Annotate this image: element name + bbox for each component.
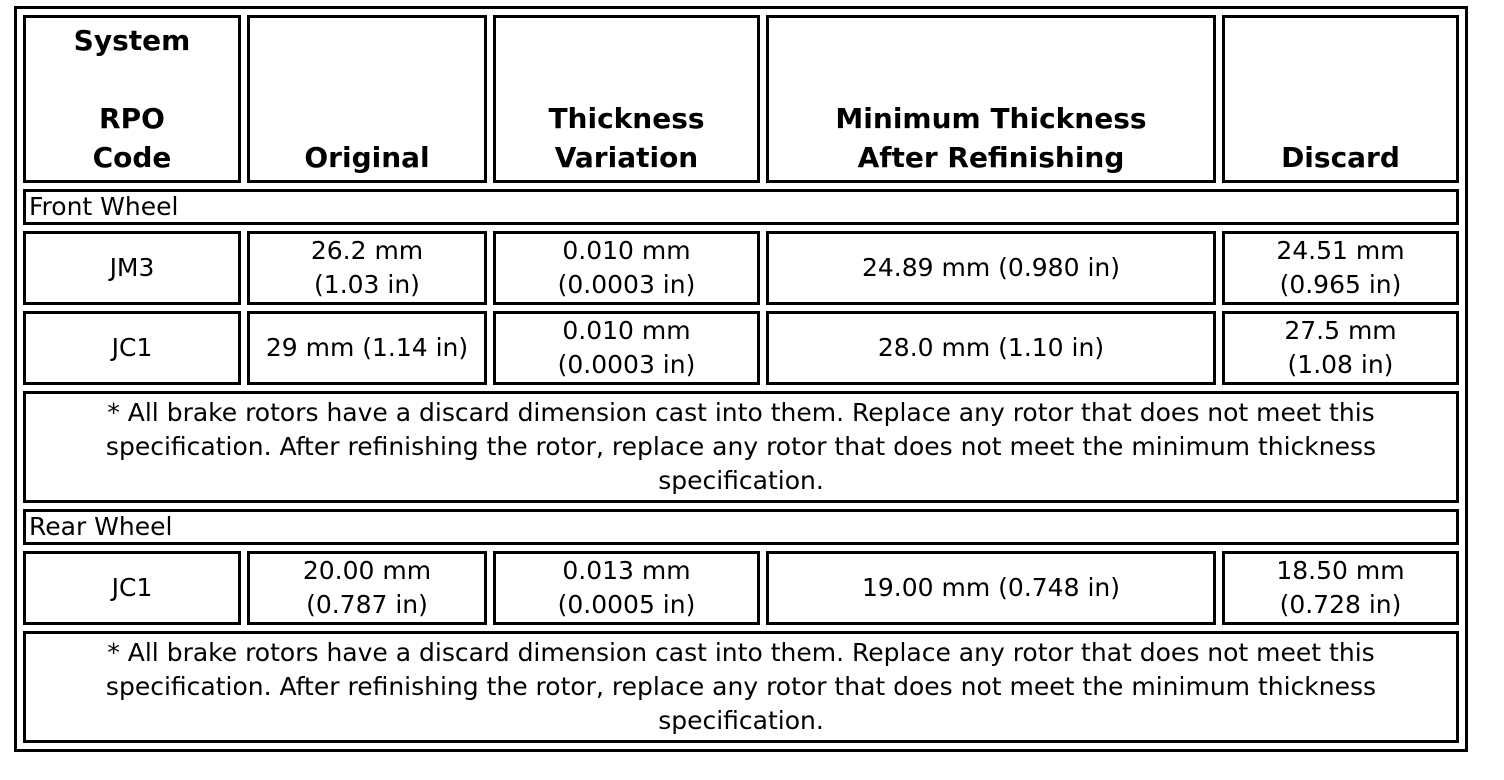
cell-rpo-code: JM3 xyxy=(23,231,241,305)
section-row-front-wheel: Front Wheel xyxy=(23,189,1459,225)
cell-minimum-thickness-after-refinishing: 28.0 mm (1.10 in) xyxy=(766,311,1216,385)
footnote-row-front-wheel: * All brake rotors have a discard dimens… xyxy=(23,391,1459,503)
cell-thickness-variation: 0.013 mm (0.0005 in) xyxy=(493,551,760,625)
cell-original: 20.00 mm (0.787 in) xyxy=(247,551,487,625)
cell-discard: 24.51 mm (0.965 in) xyxy=(1222,231,1459,305)
column-header-system-rpo-code: System RPO Code xyxy=(23,15,241,183)
cell-minimum-thickness-after-refinishing: 24.89 mm (0.980 in) xyxy=(766,231,1216,305)
column-header-minimum-thickness-after-refinishing: Minimum Thickness After Refinishing xyxy=(766,15,1216,183)
table-row-front-jm3: JM3 26.2 mm (1.03 in) 0.010 mm (0.0003 i… xyxy=(23,231,1459,305)
cell-discard: 18.50 mm (0.728 in) xyxy=(1222,551,1459,625)
cell-discard: 27.5 mm (1.08 in) xyxy=(1222,311,1459,385)
cell-original: 26.2 mm (1.03 in) xyxy=(247,231,487,305)
cell-rpo-code: JC1 xyxy=(23,311,241,385)
section-row-rear-wheel: Rear Wheel xyxy=(23,509,1459,545)
section-title-rear-wheel: Rear Wheel xyxy=(23,509,1459,545)
cell-rpo-code: JC1 xyxy=(23,551,241,625)
table-row-rear-jc1: JC1 20.00 mm (0.787 in) 0.013 mm (0.0005… xyxy=(23,551,1459,625)
cell-thickness-variation: 0.010 mm (0.0003 in) xyxy=(493,311,760,385)
column-header-original: Original xyxy=(247,15,487,183)
cell-thickness-variation: 0.010 mm (0.0003 in) xyxy=(493,231,760,305)
footnote-row-rear-wheel: * All brake rotors have a discard dimens… xyxy=(23,631,1459,743)
column-header-thickness-variation: Thickness Variation xyxy=(493,15,760,183)
section-title-front-wheel: Front Wheel xyxy=(23,189,1459,225)
cell-original: 29 mm (1.14 in) xyxy=(247,311,487,385)
table-row-front-jc1: JC1 29 mm (1.14 in) 0.010 mm (0.0003 in)… xyxy=(23,311,1459,385)
cell-minimum-thickness-after-refinishing: 19.00 mm (0.748 in) xyxy=(766,551,1216,625)
footnote-front-wheel: * All brake rotors have a discard dimens… xyxy=(23,391,1459,503)
brake-rotor-specifications-table: System RPO Code Original Thickness Varia… xyxy=(14,6,1468,752)
column-header-discard: Discard xyxy=(1222,15,1459,183)
header-row: System RPO Code Original Thickness Varia… xyxy=(23,15,1459,183)
footnote-rear-wheel: * All brake rotors have a discard dimens… xyxy=(23,631,1459,743)
